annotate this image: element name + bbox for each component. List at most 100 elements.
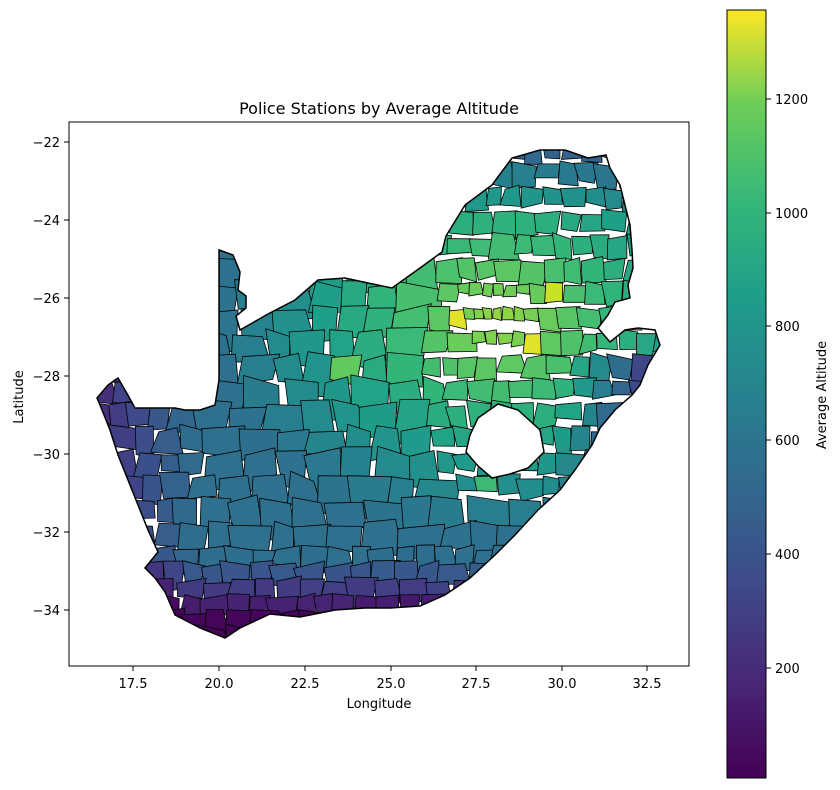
station-polygon <box>473 357 498 382</box>
x-axis-label: Longitude <box>347 697 412 712</box>
colorbar-label: Average Altitude <box>815 341 830 449</box>
station-polygon <box>542 186 563 205</box>
station-polygon <box>511 161 537 189</box>
station-polygon <box>555 306 583 330</box>
x-tick-label: 30.0 <box>548 677 577 692</box>
x-tick-label: 25.0 <box>377 677 406 692</box>
station-polygon <box>446 332 478 353</box>
station-polygon <box>517 260 549 287</box>
station-polygon <box>584 280 606 305</box>
station-polygon <box>484 329 498 345</box>
station-polygon <box>153 522 183 548</box>
station-polygon <box>427 305 451 336</box>
station-polygon <box>492 306 502 322</box>
station-polygon <box>560 329 584 357</box>
station-polygon <box>554 401 583 421</box>
station-polygon <box>426 400 451 429</box>
station-polygon <box>421 357 441 378</box>
station-polygon <box>559 186 587 208</box>
station-polygon <box>541 150 561 160</box>
lesotho-hole <box>465 403 545 479</box>
station-polygon <box>492 282 505 296</box>
station-polygon <box>579 214 606 232</box>
station-polygon <box>515 478 545 502</box>
station-polygon <box>571 235 594 256</box>
x-tick-label: 27.5 <box>462 677 491 692</box>
station-polygon <box>420 330 454 354</box>
station-polygon <box>545 354 574 375</box>
colorbar-tick-label: 1200 <box>775 93 808 108</box>
station-polygon <box>177 452 205 477</box>
station-polygon <box>385 351 424 388</box>
y-tick-label: −24 <box>33 214 60 229</box>
station-polygon <box>635 333 657 361</box>
x-tick-label: 32.5 <box>633 677 662 692</box>
station-polygon <box>606 235 628 261</box>
station-polygon <box>272 352 305 384</box>
y-tick-label: −26 <box>33 292 60 307</box>
station-polygon <box>501 305 515 321</box>
station-polygon <box>543 257 567 284</box>
x-tick-label: 22.5 <box>291 677 320 692</box>
y-tick-label: −28 <box>33 370 60 385</box>
station-polygon <box>442 357 460 376</box>
station-polygon <box>430 426 456 447</box>
y-tick-label: −34 <box>33 604 60 619</box>
station-polygon <box>560 211 582 232</box>
station-polygon <box>552 377 577 399</box>
station-polygon <box>528 282 547 304</box>
colorbar-tick-label: 1000 <box>775 207 808 222</box>
station-polygon <box>158 471 191 499</box>
station-polygon <box>468 281 484 297</box>
station-polygon <box>603 257 626 281</box>
colorbar-tick-label: 600 <box>775 434 800 449</box>
station-polygon <box>502 284 518 298</box>
station-polygon <box>585 186 607 208</box>
station-polygon <box>462 307 476 320</box>
station-polygon <box>580 256 607 284</box>
y-tick-label: −22 <box>33 136 60 151</box>
station-polygon <box>513 234 535 255</box>
station-polygon <box>544 281 564 304</box>
station-polygon <box>611 380 632 396</box>
colorbar-tick-label: 800 <box>775 320 800 335</box>
station-polygon <box>448 308 468 331</box>
station-polygon <box>573 161 599 184</box>
x-axis-ticks: 17.5 20.0 22.5 25.0 27.5 30.0 32.5 <box>119 666 662 692</box>
y-axis-ticks: −22 −24 −26 −28 −30 −32 −34 <box>33 136 69 619</box>
station-polygon <box>533 210 562 236</box>
station-polygon <box>533 163 561 179</box>
station-polygon <box>578 333 598 355</box>
country-outline <box>96 149 661 639</box>
station-polygon <box>563 256 583 285</box>
station-polygon <box>176 577 207 599</box>
y-axis-label: Latitude <box>12 370 27 424</box>
station-polygon <box>522 307 540 323</box>
x-tick-label: 20.0 <box>205 677 234 692</box>
x-tick-label: 17.5 <box>119 677 148 692</box>
station-polygon <box>482 282 494 298</box>
station-polygon <box>551 232 573 260</box>
station-polygon <box>603 187 623 211</box>
colorbar-ticks: 200 400 600 800 1000 1200 <box>766 93 808 677</box>
station-polygon <box>186 474 218 500</box>
station-polygon <box>569 425 591 451</box>
station-polygon <box>520 185 544 209</box>
station-polygon <box>471 330 487 345</box>
chart-title: Police Stations by Average Altitude <box>239 99 519 118</box>
station-polygon <box>473 308 484 320</box>
station-polygon <box>456 356 479 380</box>
station-polygon <box>485 186 502 207</box>
station-polygon <box>510 330 525 348</box>
station-polygon <box>456 257 478 283</box>
station-polygon <box>606 353 634 381</box>
station-polygon <box>436 450 457 475</box>
y-tick-label: −32 <box>33 526 60 541</box>
station-polygon <box>531 377 557 400</box>
station-polygon <box>481 307 493 320</box>
y-tick-label: −30 <box>33 448 60 463</box>
station-polygon <box>542 475 560 496</box>
station-polygon <box>513 305 525 322</box>
station-polygon <box>515 283 531 295</box>
